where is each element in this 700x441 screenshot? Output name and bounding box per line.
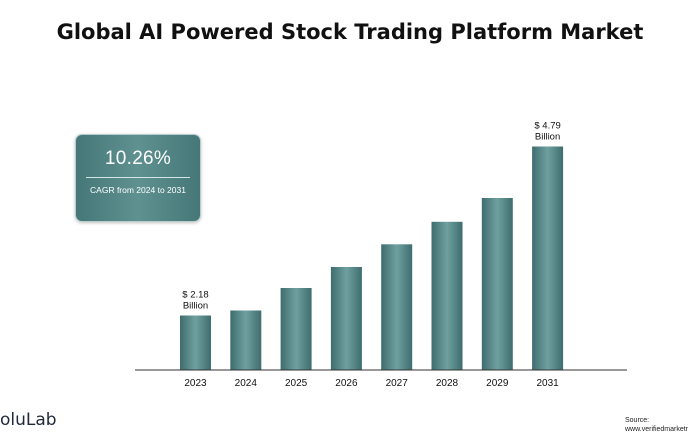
x-tick-label-2028: 2028 [436, 378, 459, 389]
data-label-2023-line2: Billion [183, 301, 208, 312]
brand-logo-text: oluLab [0, 410, 57, 430]
x-tick-label-2031: 2031 [536, 378, 559, 389]
bar-2027 [381, 244, 413, 371]
bar-2029 [481, 198, 513, 370]
x-tick-label-2024: 2024 [235, 378, 258, 389]
source-note: Source: www.verifiedmarketr [625, 416, 700, 434]
cagr-description: CAGR from 2024 to 2031 [90, 185, 186, 195]
bar-2024 [230, 310, 262, 370]
data-label-2031-line1: $ 4.79 [534, 121, 560, 132]
source-url: www.verifiedmarketr [625, 426, 689, 433]
x-tick-label-2023: 2023 [184, 378, 207, 389]
brand-logo: oluLab [0, 410, 57, 430]
cagr-card: 10.26% CAGR from 2024 to 2031 [75, 134, 201, 222]
bar-2031 [532, 146, 564, 370]
bar-2026 [330, 267, 362, 370]
source-label: Source: [625, 417, 650, 424]
bar-2028 [431, 221, 463, 371]
x-tick-label-2025: 2025 [285, 378, 308, 389]
bar-2025 [280, 288, 312, 370]
x-tick-label-2027: 2027 [386, 378, 409, 389]
cagr-divider [86, 177, 190, 178]
chart-title: Global AI Powered Stock Trading Platform… [56, 20, 644, 44]
x-tick-label-2026: 2026 [335, 378, 358, 389]
bar-2023 [180, 315, 211, 370]
data-label-2023-line1: $ 2.18 [182, 290, 208, 301]
cagr-value: 10.26% [104, 148, 172, 169]
x-tick-label-2029: 2029 [486, 378, 509, 389]
data-label-2031-line2: Billion [535, 132, 560, 143]
